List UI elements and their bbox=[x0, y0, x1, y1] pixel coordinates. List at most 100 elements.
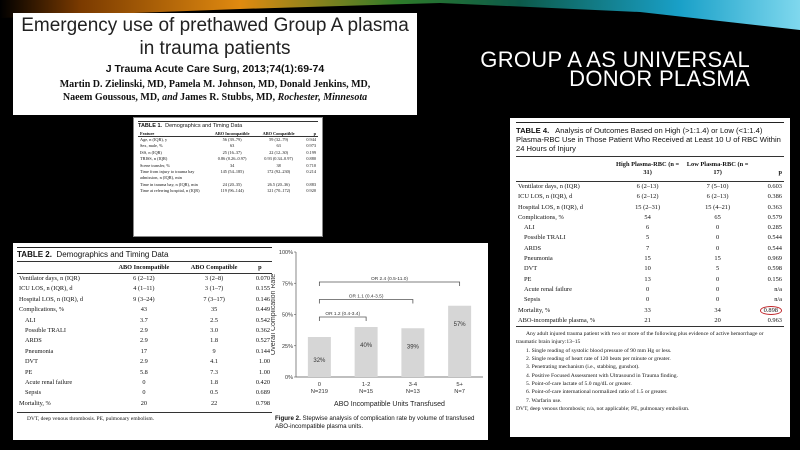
cell-text: 34 bbox=[714, 306, 721, 314]
cell-value: 6 (2–13) bbox=[613, 182, 683, 193]
cell-text: 0.363 bbox=[767, 203, 782, 211]
cell-value: 0 bbox=[107, 388, 180, 398]
cell-value: 0.285 bbox=[753, 223, 784, 233]
row-label: ALI bbox=[17, 316, 107, 326]
cell-text: Pneumonia bbox=[25, 347, 54, 355]
cell-text: 6 bbox=[645, 224, 650, 232]
cell-text: 0.973 bbox=[306, 143, 316, 149]
table-row: TRISS, n (IQR) 0.86 (0.26–0.97) 0.93 (0.34… bbox=[138, 156, 318, 162]
table-row: Complications, % 54 65 0.579 bbox=[516, 213, 784, 223]
cell-value: 0.070 bbox=[248, 274, 272, 285]
cell-text: 56 (39–79) bbox=[222, 137, 242, 142]
data-label: 57% bbox=[454, 322, 467, 328]
criteria-item: 6. Point-of-care international normalize… bbox=[526, 389, 668, 396]
row-label: Time at referring hospital, n (IQR) bbox=[138, 188, 208, 194]
cell-value: 0.362 bbox=[248, 326, 272, 336]
table4-grid: High Plasma-RBC (n = 31) Low Plasma-RBC … bbox=[516, 157, 784, 326]
y-tick-label: 50% bbox=[282, 313, 293, 319]
cell-text: 9 bbox=[212, 347, 216, 355]
table-footnote: DVT, deep venous thrombosis. PE, pulmona… bbox=[17, 412, 272, 425]
table-row: ICU LOS, n (IQR), d 4 (1–11) 3 (1–7) 0.155 bbox=[17, 284, 272, 294]
bar bbox=[401, 328, 425, 377]
table-row: Scene transfer, % 34 38 0.710 bbox=[138, 163, 318, 169]
table-row: ICU LOS, n (IQR), d 6 (2–12) 6 (2–13) 0.386 bbox=[516, 192, 784, 202]
criteria-item: 3. Penetrating mechanism (i.e., stabbing… bbox=[526, 364, 640, 371]
location: Rochester, Minnesota bbox=[277, 92, 368, 103]
data-label: 39% bbox=[407, 344, 420, 350]
cell-text: 0.969 bbox=[767, 255, 782, 263]
row-label: Acute renal failure bbox=[17, 378, 107, 388]
table-row: Time in trauma bay, n (IQR), min 24 (20–3… bbox=[138, 182, 318, 188]
table-row: Possible TRALI 2.9 3.0 0.362 bbox=[17, 326, 272, 336]
or-annotation: OR 2.4 (0.5-11.0) bbox=[371, 276, 408, 282]
row-label: Hospital LOS, n (IQR), d bbox=[17, 295, 107, 305]
cell-value: 1.00 bbox=[248, 357, 272, 367]
cell-value: 0 bbox=[683, 295, 753, 305]
cell-value: 3.0 bbox=[180, 326, 247, 336]
row-label: Mortality, % bbox=[516, 306, 613, 316]
article-title-line: Emergency use of prethawed Group A plasm… bbox=[21, 15, 409, 36]
cell-value: 0.5 bbox=[180, 388, 247, 398]
cell-text: 0.603 bbox=[767, 183, 782, 190]
journal-citation: J Trauma Acute Care Surg, 2013;74(1):69-… bbox=[105, 63, 325, 75]
row-label: Mortality, % bbox=[17, 399, 107, 409]
cell-text: 0.880 bbox=[306, 156, 316, 162]
row-label: Complications, % bbox=[516, 213, 613, 223]
author: James R. Stubbs, MD, bbox=[180, 92, 276, 103]
criteria-item: 2. Single reading of heart rate of 120 b… bbox=[526, 356, 671, 363]
row-label: DVT bbox=[516, 264, 613, 274]
cell-text: 1.00 bbox=[258, 358, 270, 366]
row-label: Age, n (IQR), y bbox=[138, 137, 208, 144]
cell-value: 9 (3–24) bbox=[107, 295, 180, 305]
cell-value: 0.920 bbox=[301, 188, 318, 194]
cell-text: 0.93 (0.34–0.97) bbox=[264, 156, 293, 162]
cell-value: 34 bbox=[208, 163, 256, 169]
cell-text: ISS, n (IQR) bbox=[140, 149, 162, 155]
or-bracket bbox=[318, 299, 414, 304]
table-footnote: DVT, deep venous thrombosis; n/a, not ap… bbox=[516, 405, 690, 412]
cell-value: n/a bbox=[753, 285, 784, 295]
table-caption: TABLE 4. Analysis of Outcomes Based on H… bbox=[516, 122, 784, 157]
cell-text: 0.5 bbox=[210, 389, 219, 397]
cell-value: 0.880 bbox=[301, 156, 318, 162]
cell-value: 145 (54–185) bbox=[208, 169, 256, 182]
cell-text: 0 bbox=[645, 296, 650, 304]
figure-caption: Figure 2. Stepwise analysis of complicat… bbox=[275, 415, 475, 430]
table-row: ALI 6 0 0.285 bbox=[516, 223, 784, 233]
cell-value: 0.93 (0.34–0.97) bbox=[256, 156, 301, 162]
cell-text: 0.214 bbox=[306, 169, 316, 175]
row-label: ICU LOS, n (IQR), d bbox=[516, 192, 613, 202]
column-header: ABO Incompatible bbox=[107, 262, 181, 274]
row-label: Time in trauma bay, n (IQR), min bbox=[138, 182, 208, 188]
cell-text: 2.9 bbox=[139, 358, 148, 366]
authors: Martin D. Zielinski, MD, Pamela M. Johns… bbox=[13, 78, 417, 104]
cell-text: 2.9 bbox=[139, 327, 148, 335]
row-label: Time from injury to trauma bay admission… bbox=[138, 169, 208, 182]
cell-value: 0.603 bbox=[753, 182, 784, 193]
cell-value: 15 (4–21) bbox=[683, 203, 753, 213]
cell-value: 38 bbox=[256, 163, 301, 169]
table-1: TABLE 1. Demographics and Timing Data Fe… bbox=[133, 117, 323, 237]
table-caption: TABLE 2. Demographics and Timing Data bbox=[17, 247, 272, 262]
cell-text: 9 (3–24) bbox=[133, 295, 155, 303]
cell-value: 0.156 bbox=[753, 275, 784, 285]
cell-text: 17 bbox=[140, 347, 148, 355]
y-tick-label: 75% bbox=[282, 281, 293, 287]
cell-text: 0 bbox=[142, 389, 146, 397]
cell-text: TRISS, n (IQR) bbox=[140, 156, 168, 162]
table-2: TABLE 2. Demographics and Timing Data AB… bbox=[17, 247, 272, 425]
cell-value: 0.386 bbox=[753, 192, 784, 202]
table-row: Acute renal failure 0 1.8 0.420 bbox=[17, 378, 272, 388]
cell-value: 25 (16–37) bbox=[208, 150, 256, 156]
cell-value: 13 bbox=[613, 275, 683, 285]
cell-value: 0.542 bbox=[248, 316, 272, 326]
heading-line: GROUP A AS UNIVERSAL bbox=[480, 47, 750, 72]
cell-value: 1.8 bbox=[180, 378, 247, 388]
cell-text: 0.070 bbox=[255, 275, 270, 282]
cell-value: 0 bbox=[683, 285, 753, 295]
heading-line: DONOR PLASMA bbox=[569, 66, 750, 91]
cell-value: 6 (2–13) bbox=[683, 192, 753, 202]
cell-value: 119 (96–144) bbox=[208, 188, 256, 194]
cell-text: ICU LOS, n (IQR), d bbox=[518, 193, 573, 201]
cell-text: 145 (54–185) bbox=[220, 169, 244, 175]
